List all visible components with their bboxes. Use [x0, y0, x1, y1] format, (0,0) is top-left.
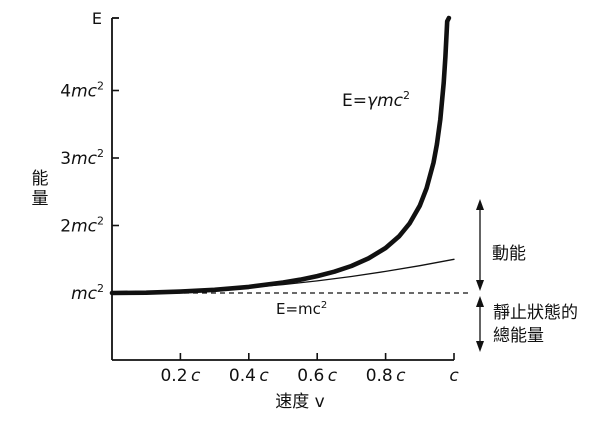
- x-axis-title: 速度 v: [275, 392, 324, 412]
- kinetic-energy-label: 動能: [492, 244, 526, 264]
- rest-arrow-head-down: [476, 341, 484, 352]
- rest-energy-label: 靜止狀態的總能量: [493, 303, 578, 346]
- x-tick-label: 0.4 c: [229, 366, 269, 386]
- rest-arrow-head-up: [476, 296, 484, 307]
- y-axis-title: 能量: [32, 169, 49, 209]
- y-tick-label: mc2: [71, 282, 104, 304]
- kinetic-arrow-head-up: [476, 199, 484, 210]
- rest-energy-formula-label: E=mc2: [276, 300, 327, 318]
- x-tick-label: 0.6 c: [297, 366, 337, 386]
- y-tick-label: 2mc2: [60, 215, 104, 237]
- gamma-energy-label: E=γmc2: [342, 89, 410, 111]
- relativistic-energy-curve: [109, 15, 452, 296]
- x-tick-label: 0.8 c: [366, 366, 406, 386]
- y-tick-label: 3mc2: [60, 147, 104, 169]
- y-axis-top-label: E: [92, 9, 102, 28]
- x-tick-label: 0.2 c: [160, 366, 200, 386]
- series-group: [109, 15, 455, 296]
- axes: [111, 17, 455, 361]
- classical-energy-curve: [111, 258, 455, 294]
- x-tick-label: c: [449, 366, 459, 386]
- y-tick-label: 4mc2: [60, 80, 104, 102]
- kinetic-arrow-head-down: [476, 280, 484, 291]
